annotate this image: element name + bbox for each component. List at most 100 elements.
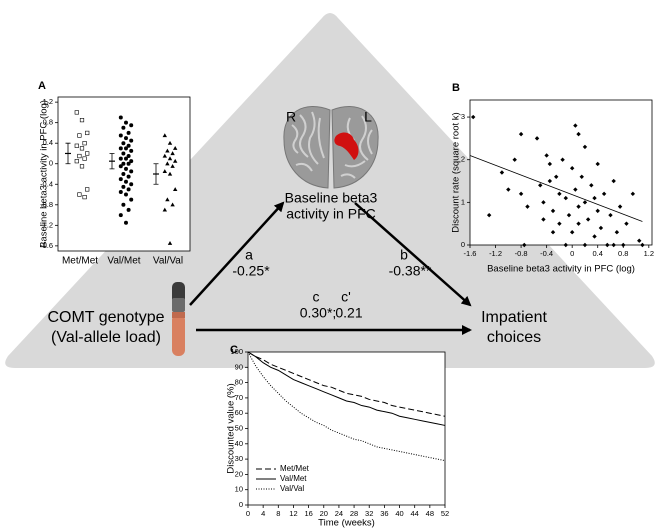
path-label: c: [313, 289, 320, 305]
point: [598, 225, 604, 231]
x-tick-label: 44: [411, 509, 419, 518]
point: [118, 177, 123, 182]
path-label: a: [245, 247, 253, 263]
point: [557, 191, 562, 197]
panel-label: C: [230, 344, 238, 356]
point: [118, 133, 123, 138]
point: [541, 217, 546, 222]
point: [563, 195, 568, 201]
point: [124, 179, 128, 184]
point: [170, 202, 175, 207]
point: [126, 207, 131, 212]
point: [77, 133, 82, 138]
path-coefficient: -0.38**: [389, 263, 432, 279]
point: [538, 183, 543, 188]
x-tick-label: 48: [426, 509, 434, 518]
point: [126, 161, 131, 166]
point: [592, 234, 597, 239]
x-tick-label: 4: [261, 509, 265, 518]
point: [534, 136, 540, 141]
source-label: (Val-allele load): [51, 329, 161, 346]
point: [595, 161, 600, 167]
point: [126, 174, 131, 179]
category-label: Val/Val: [153, 256, 183, 267]
point: [506, 187, 511, 192]
x-tick-label: 16: [304, 509, 312, 518]
point: [566, 212, 572, 218]
point: [162, 169, 167, 174]
point: [118, 164, 123, 169]
legend-label: Val/Met: [280, 474, 307, 483]
point: [595, 208, 600, 214]
outcome-label: Impatient: [481, 309, 547, 326]
point: [614, 230, 620, 235]
point: [621, 242, 626, 248]
x-axis-label: Time (weeks): [318, 518, 375, 529]
point: [121, 202, 126, 207]
point: [118, 115, 123, 120]
x-tick-label: 1.2: [644, 249, 654, 258]
x-tick-label: 24: [335, 509, 343, 518]
point: [126, 143, 131, 148]
point: [118, 156, 123, 161]
point: [525, 204, 530, 209]
panel-label: B: [452, 82, 460, 94]
point: [630, 191, 636, 197]
point: [129, 169, 134, 174]
point: [167, 171, 173, 176]
arrow: [189, 201, 285, 306]
y-tick-label: 100: [230, 347, 243, 356]
point: [124, 166, 128, 171]
point: [121, 161, 126, 166]
point: [167, 140, 173, 145]
point: [165, 161, 170, 166]
y-tick-label: 1: [461, 197, 465, 206]
brain-side-label: R: [286, 109, 296, 125]
point: [569, 166, 575, 171]
point: [74, 159, 79, 164]
y-tick-label: 60: [235, 408, 243, 417]
y-tick-label: 0: [239, 500, 243, 509]
path-coefficient: -0.25*: [232, 263, 270, 279]
point: [173, 187, 178, 191]
y-tick-label: 70: [235, 393, 243, 402]
point: [77, 153, 82, 159]
fit-line: [469, 155, 643, 222]
point: [470, 114, 476, 120]
arrow: [354, 202, 472, 307]
x-tick-label: 36: [380, 509, 388, 518]
point: [585, 217, 591, 222]
point: [126, 187, 131, 192]
mediator-label: Baseline beta3: [285, 190, 378, 206]
y-tick-label: 20: [235, 469, 243, 478]
point: [121, 125, 126, 130]
path-label: b: [400, 247, 408, 263]
point: [129, 182, 134, 187]
x-tick-label: 28: [350, 509, 358, 518]
point: [162, 207, 167, 212]
point: [550, 230, 556, 235]
point: [576, 221, 581, 226]
y-tick-label: 40: [235, 439, 243, 448]
point: [74, 143, 79, 148]
panel-label: A: [38, 80, 46, 92]
point: [85, 130, 90, 136]
y-tick-label: 2: [461, 155, 465, 164]
x-tick-label: -1.2: [489, 249, 502, 258]
point: [605, 242, 610, 248]
path-coefficient: 0.30*;: [300, 305, 337, 321]
point: [124, 220, 128, 225]
point: [582, 242, 588, 248]
point: [124, 156, 128, 161]
point: [518, 191, 524, 197]
point: [129, 197, 134, 202]
y-tick-label: -0.8: [40, 200, 53, 209]
y-tick-label: -0.4: [40, 179, 53, 188]
plot-area: [247, 351, 446, 506]
y-tick-label: 3: [461, 112, 465, 121]
point: [611, 178, 616, 184]
point: [589, 183, 594, 188]
point: [129, 159, 134, 164]
point: [637, 238, 642, 243]
point: [79, 164, 85, 169]
